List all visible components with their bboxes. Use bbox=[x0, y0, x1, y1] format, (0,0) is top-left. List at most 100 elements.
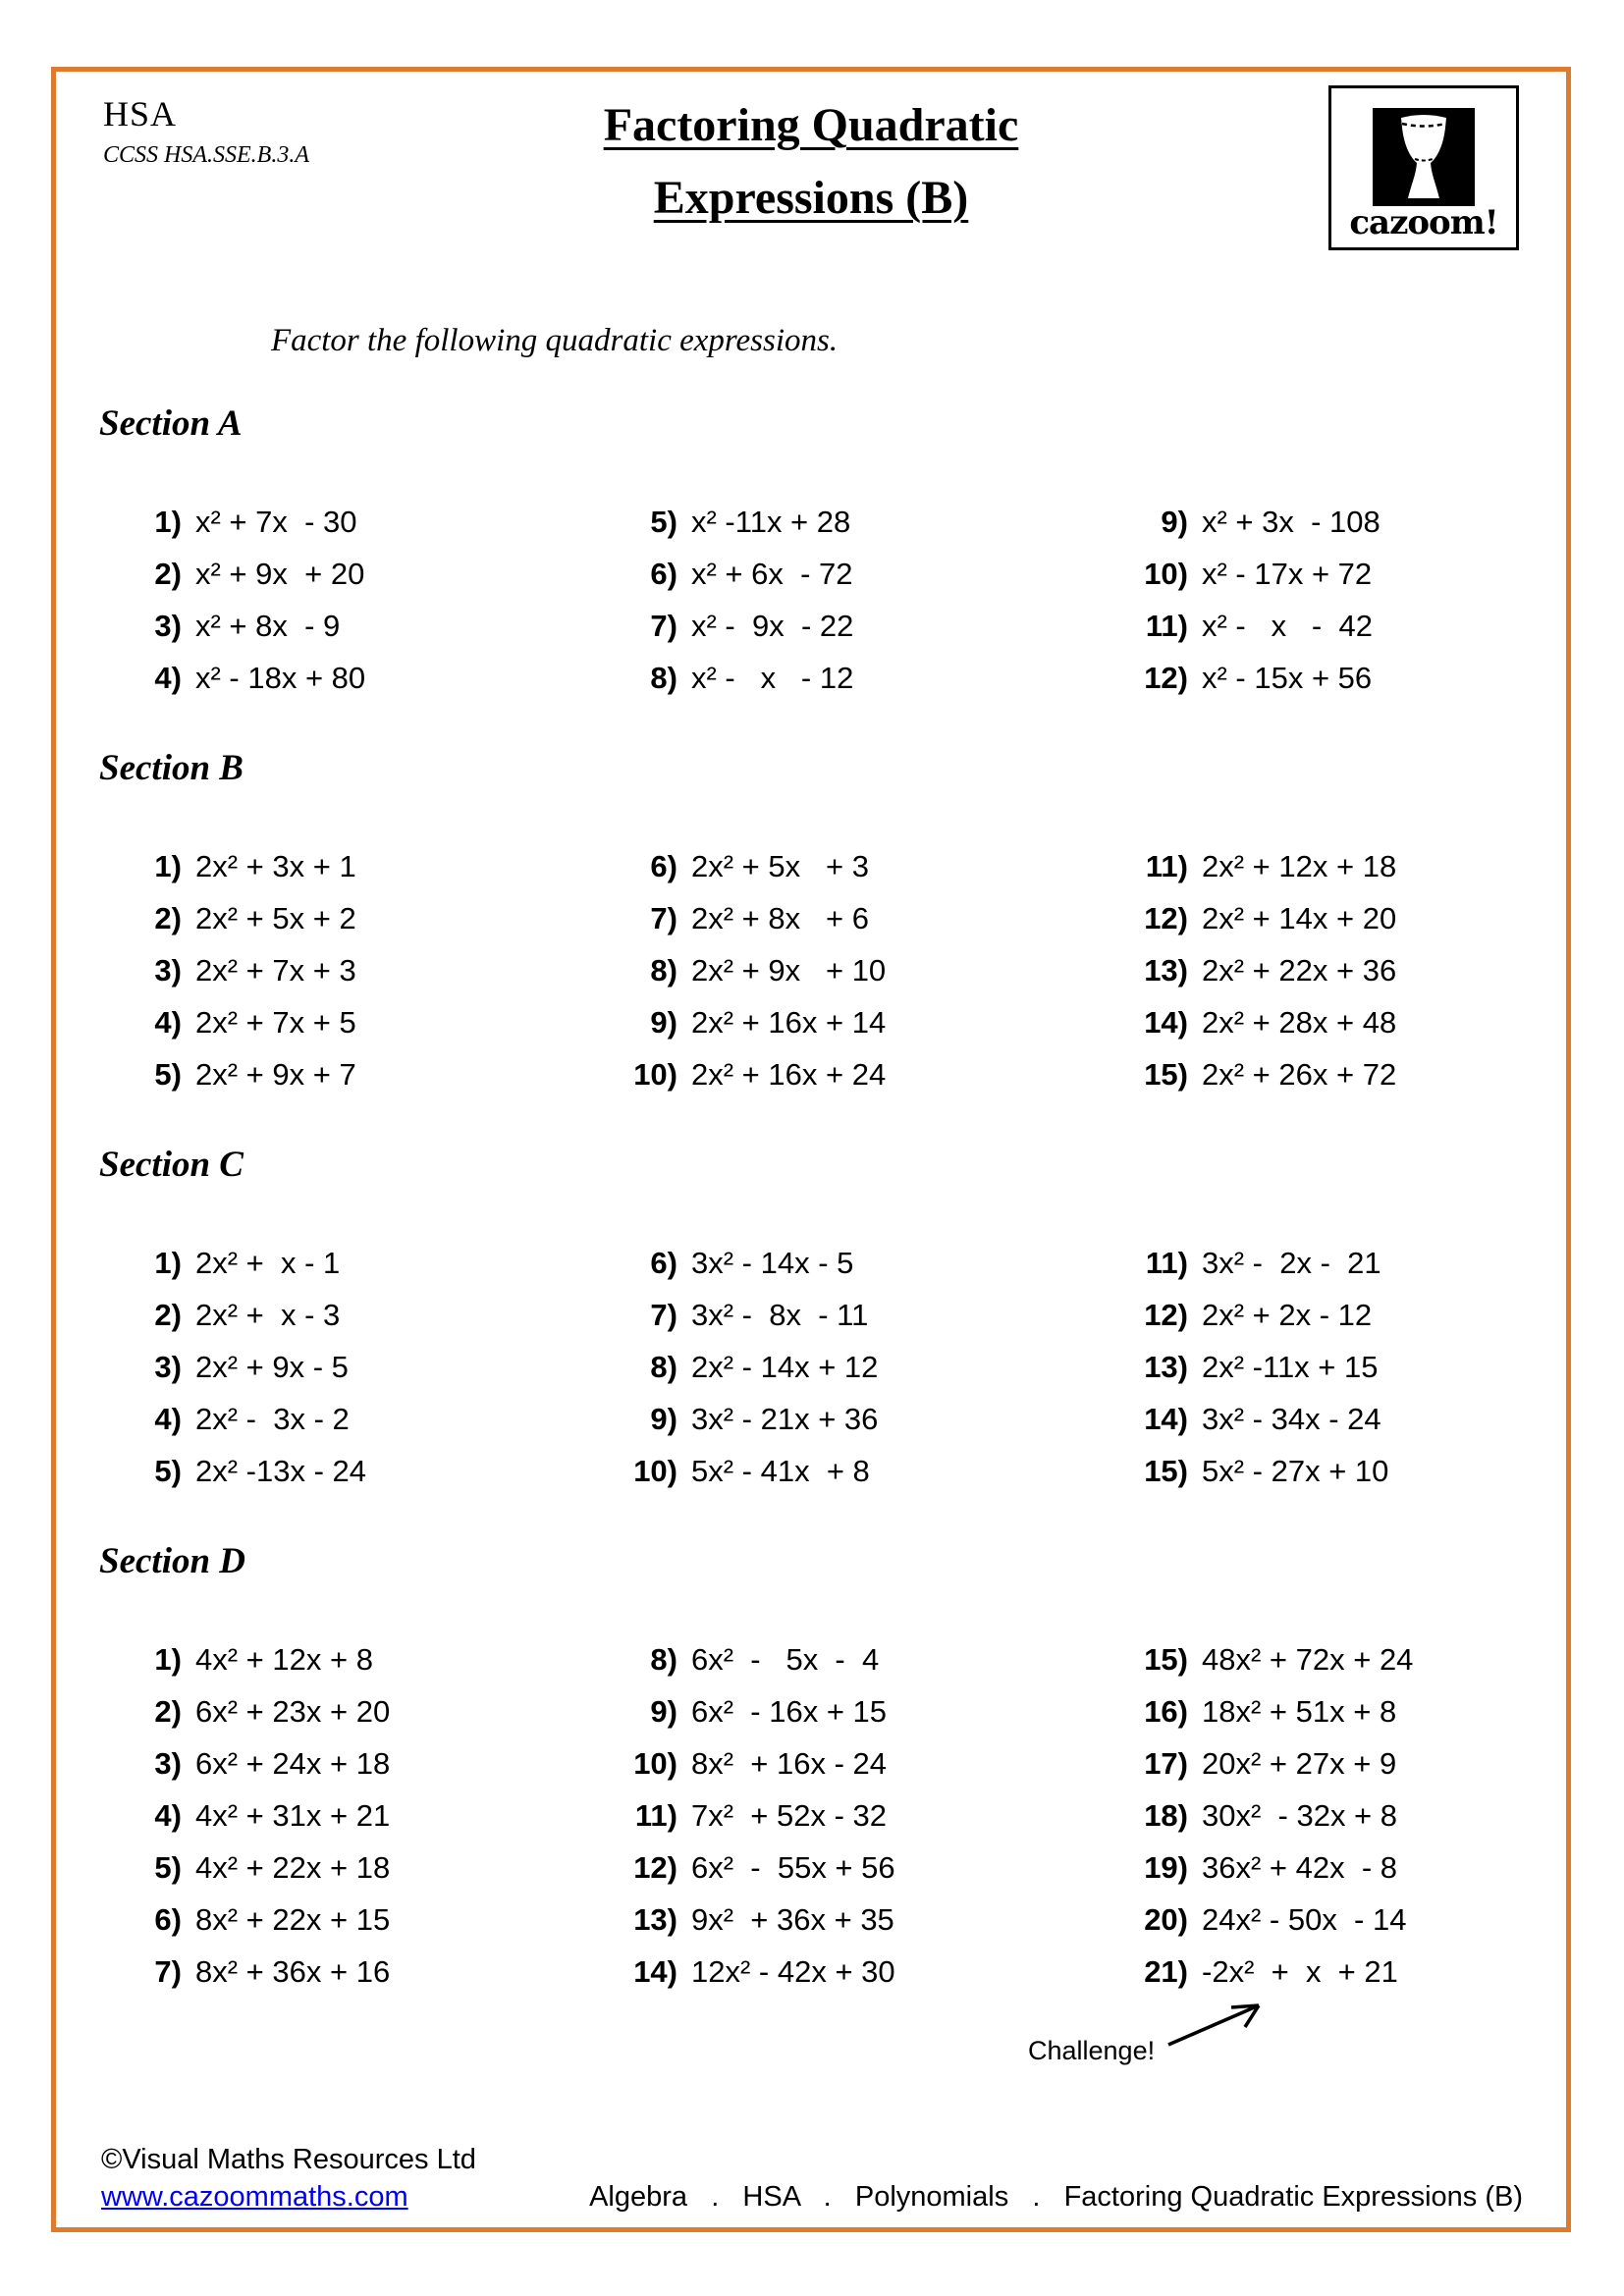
section: Section C 1) 2x² + x - 1 2) 2x² + x - 3 3) 2x²… bbox=[56, 1144, 1566, 1497]
problem-expression: 8x² + 36x + 16 bbox=[195, 1954, 391, 1989]
problem-number: 14) bbox=[633, 1954, 677, 1989]
problem-expression: x² + 9x + 20 bbox=[195, 557, 365, 591]
sections-container: Section A 1) x² + 7x - 30 2) x² + 9x + 20 3) x… bbox=[56, 402, 1566, 1998]
problem-number: 7) bbox=[650, 901, 677, 935]
problem-number: 14) bbox=[1144, 1402, 1188, 1436]
section-title: Section B bbox=[99, 748, 244, 788]
problem-number: 9) bbox=[1161, 505, 1188, 539]
problem-number: 8) bbox=[650, 953, 677, 988]
problem-row: 7) 3x² - 8x - 11 bbox=[607, 1289, 1117, 1341]
problem-number: 11) bbox=[1145, 1246, 1188, 1280]
problem-number: 8) bbox=[650, 1350, 677, 1384]
problem-row: 11) 7x² + 52x - 32 bbox=[607, 1789, 1117, 1842]
problem-expression: 3x² - 14x - 5 bbox=[691, 1246, 854, 1280]
djembe-drum-icon bbox=[1373, 108, 1475, 206]
problem-number: 11) bbox=[1145, 849, 1188, 883]
problem-expression: 48x² + 72x + 24 bbox=[1202, 1642, 1414, 1677]
problem-expression: 4x² + 31x + 21 bbox=[195, 1798, 391, 1833]
problem-row: 15) 5x² - 27x + 10 bbox=[1117, 1445, 1566, 1497]
problem-expression: 36x² + 42x - 8 bbox=[1202, 1850, 1398, 1885]
problem-column: 1) x² + 7x - 30 2) x² + 9x + 20 3) x² + 8x - … bbox=[111, 496, 607, 704]
problem-expression: 2x² -13x - 24 bbox=[195, 1454, 367, 1488]
problem-expression: 8x² + 16x - 24 bbox=[691, 1746, 888, 1781]
problem-number: 6) bbox=[650, 1246, 677, 1280]
problem-number: 5) bbox=[154, 1850, 182, 1885]
problem-row: 7) x² - 9x - 22 bbox=[607, 600, 1117, 652]
footer-website-link[interactable]: www.cazoommaths.com bbox=[101, 2181, 408, 2213]
problem-row: 9) x² + 3x - 108 bbox=[1117, 496, 1566, 548]
problem-row: 12) 2x² + 2x - 12 bbox=[1117, 1289, 1566, 1341]
challenge-label: Challenge! bbox=[1028, 2036, 1156, 2065]
problem-number: 14) bbox=[1144, 1005, 1188, 1040]
problem-expression: 2x² + 9x - 5 bbox=[195, 1350, 349, 1384]
section-columns: 1) 4x² + 12x + 8 2) 6x² + 23x + 20 3) 6x² + 2… bbox=[56, 1633, 1566, 1998]
problem-row: 1) 4x² + 12x + 8 bbox=[111, 1633, 607, 1685]
problem-expression: -2x² + x + 21 bbox=[1202, 1954, 1398, 1989]
problem-column: 5) x² -11x + 28 6) x² + 6x - 72 7) x² - 9x - … bbox=[607, 496, 1117, 704]
problem-column: 8) 6x² - 5x - 4 9) 6x² - 16x + 15 10) 8x² + 1… bbox=[607, 1633, 1117, 1998]
problem-row: 13) 2x² -11x + 15 bbox=[1117, 1341, 1566, 1393]
problem-row: 6) 2x² + 5x + 3 bbox=[607, 840, 1117, 892]
problem-row: 10) 2x² + 16x + 24 bbox=[607, 1048, 1117, 1100]
problem-row: 9) 6x² - 16x + 15 bbox=[607, 1685, 1117, 1737]
problem-expression: 4x² + 12x + 8 bbox=[195, 1642, 373, 1677]
problem-expression: x² - 15x + 56 bbox=[1202, 661, 1373, 695]
problem-number: 13) bbox=[1144, 1350, 1188, 1384]
problem-expression: 2x² + 14x + 20 bbox=[1202, 901, 1397, 935]
cazoom-logo: cazoom! bbox=[1328, 85, 1519, 250]
problem-row: 16) 18x² + 51x + 8 bbox=[1117, 1685, 1566, 1737]
problem-expression: 2x² + 3x + 1 bbox=[195, 849, 356, 883]
problem-expression: 2x² + 5x + 2 bbox=[195, 901, 356, 935]
problem-expression: 2x² + 9x + 10 bbox=[691, 953, 887, 988]
problem-expression: 2x² + 7x + 5 bbox=[195, 1005, 356, 1040]
problem-expression: 8x² + 22x + 15 bbox=[195, 1902, 391, 1937]
problem-expression: x² + 3x - 108 bbox=[1202, 505, 1380, 539]
problem-row: 11) x² - x - 42 bbox=[1117, 600, 1566, 652]
problem-row: 4) 4x² + 31x + 21 bbox=[111, 1789, 607, 1842]
problem-row: 8) 2x² - 14x + 12 bbox=[607, 1341, 1117, 1393]
problem-row: 12) x² - 15x + 56 bbox=[1117, 652, 1566, 704]
section-title: Section D bbox=[99, 1541, 246, 1581]
problem-expression: 6x² - 16x + 15 bbox=[691, 1694, 888, 1729]
problem-row: 11) 2x² + 12x + 18 bbox=[1117, 840, 1566, 892]
problem-row: 2) 2x² + 5x + 2 bbox=[111, 892, 607, 944]
problem-row: 6) 8x² + 22x + 15 bbox=[111, 1894, 607, 1946]
problem-number: 1) bbox=[154, 505, 182, 539]
problem-expression: 5x² - 27x + 10 bbox=[1202, 1454, 1389, 1488]
problem-expression: 2x² -11x + 15 bbox=[1202, 1350, 1379, 1384]
course-code: HSA bbox=[103, 94, 178, 133]
header-left: HSA CCSS HSA.SSE.B.3.A bbox=[103, 93, 309, 169]
problem-row: 6) x² + 6x - 72 bbox=[607, 548, 1117, 600]
problem-number: 4) bbox=[154, 1798, 182, 1833]
problem-number: 13) bbox=[1144, 953, 1188, 988]
problem-row: 4) 2x² + 7x + 5 bbox=[111, 996, 607, 1048]
problem-row: 13) 9x² + 36x + 35 bbox=[607, 1894, 1117, 1946]
section-columns: 1) 2x² + 3x + 1 2) 2x² + 5x + 2 3) 2x² + 7x +… bbox=[56, 840, 1566, 1100]
problem-expression: 2x² - 3x - 2 bbox=[195, 1402, 350, 1436]
problem-row: 10) 8x² + 16x - 24 bbox=[607, 1737, 1117, 1789]
problem-row: 9) 3x² - 21x + 36 bbox=[607, 1393, 1117, 1445]
problem-expression: 6x² + 23x + 20 bbox=[195, 1694, 391, 1729]
problem-row: 14) 3x² - 34x - 24 bbox=[1117, 1393, 1566, 1445]
problem-number: 6) bbox=[154, 1902, 182, 1937]
problem-expression: 2x² + x - 3 bbox=[195, 1298, 341, 1332]
problem-row: 15) 2x² + 26x + 72 bbox=[1117, 1048, 1566, 1100]
problem-row: 8) 2x² + 9x + 10 bbox=[607, 944, 1117, 996]
problem-number: 2) bbox=[154, 901, 182, 935]
problem-expression: 2x² + 16x + 14 bbox=[691, 1005, 887, 1040]
problem-row: 10) 5x² - 41x + 8 bbox=[607, 1445, 1117, 1497]
problem-number: 1) bbox=[154, 1642, 182, 1677]
problem-column: 6) 3x² - 14x - 5 7) 3x² - 8x - 11 8) 2x² - 14… bbox=[607, 1237, 1117, 1497]
problem-column: 6) 2x² + 5x + 3 7) 2x² + 8x + 6 8) 2x² + 9x +… bbox=[607, 840, 1117, 1100]
problem-expression: x² + 6x - 72 bbox=[691, 557, 853, 591]
problem-row: 3) 2x² + 7x + 3 bbox=[111, 944, 607, 996]
problem-row: 2) 2x² + x - 3 bbox=[111, 1289, 607, 1341]
problem-number: 21) bbox=[1144, 1954, 1188, 1989]
problem-number: 3) bbox=[154, 953, 182, 988]
problem-expression: 2x² + 26x + 72 bbox=[1202, 1057, 1397, 1092]
problem-number: 10) bbox=[1144, 557, 1188, 591]
problem-expression: 6x² + 24x + 18 bbox=[195, 1746, 391, 1781]
problem-row: 12) 2x² + 14x + 20 bbox=[1117, 892, 1566, 944]
problem-number: 1) bbox=[154, 1246, 182, 1280]
